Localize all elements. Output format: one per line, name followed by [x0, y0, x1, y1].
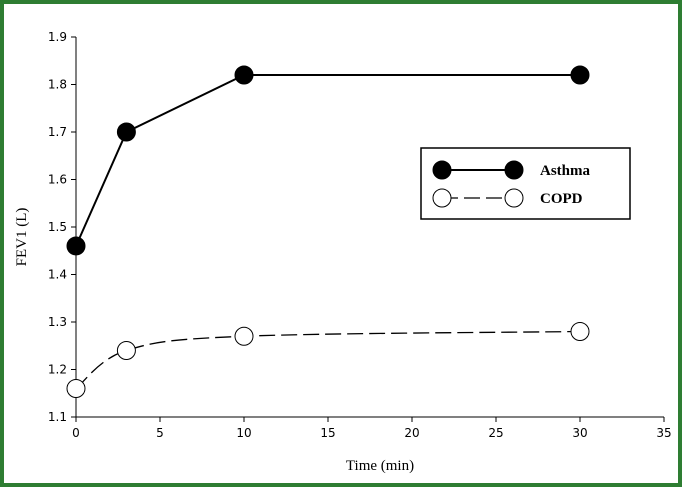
legend-marker-asthma — [504, 160, 524, 180]
y-tick-label: 1.2 — [48, 363, 67, 377]
x-axis-title: Time (min) — [346, 458, 414, 474]
y-tick-label: 1.5 — [48, 220, 67, 234]
y-tick-label: 1.6 — [48, 173, 67, 187]
y-tick-label: 1.3 — [48, 315, 67, 329]
data-point-asthma — [116, 122, 136, 142]
y-axis-title: FEV1 (L) — [14, 208, 30, 267]
legend-label-asthma: Asthma — [540, 163, 591, 179]
data-point-copd — [66, 379, 86, 398]
legend-box — [420, 147, 631, 220]
legend-marker-asthma — [432, 160, 452, 180]
y-tick-label: 1.1 — [48, 410, 67, 424]
axes: 1.1 1.2 1.3 1.4 1.5 1.6 1.7 1.8 1.9 0 5 10 15 20 25 30 3… — [48, 30, 672, 440]
x-tick-label: 15 — [320, 426, 335, 440]
y-tick-label: 1.7 — [48, 125, 67, 139]
y-tick-label: 1.9 — [48, 30, 67, 44]
legend: Asthma COPD — [420, 147, 631, 220]
series-line-copd — [75, 330, 581, 390]
data-point-asthma — [570, 65, 590, 85]
data-point-copd — [570, 322, 590, 341]
x-tick-label: 10 — [236, 426, 251, 440]
data-point-copd — [116, 341, 136, 360]
legend-marker-copd — [432, 188, 452, 208]
data-point-asthma — [234, 65, 254, 85]
legend-marker-copd — [504, 188, 524, 208]
data-point-copd — [234, 326, 254, 346]
x-tick-label: 25 — [488, 426, 503, 440]
x-tick-label: 20 — [404, 426, 419, 440]
legend-label-copd: COPD — [540, 191, 583, 207]
y-tick-label: 1.8 — [48, 78, 67, 92]
x-tick-label: 5 — [156, 426, 164, 440]
line-chart: 1.1 1.2 1.3 1.4 1.5 1.6 1.7 1.8 1.9 0 5 10 15 20 25 30 3… — [14, 30, 672, 474]
data-point-asthma — [66, 236, 86, 256]
y-tick-label: 1.4 — [48, 268, 67, 282]
series-layer — [66, 65, 590, 398]
x-tick-label: 30 — [572, 426, 587, 440]
x-tick-label: 35 — [656, 426, 671, 440]
x-tick-label: 0 — [72, 426, 80, 440]
series-line-asthma — [75, 74, 580, 247]
